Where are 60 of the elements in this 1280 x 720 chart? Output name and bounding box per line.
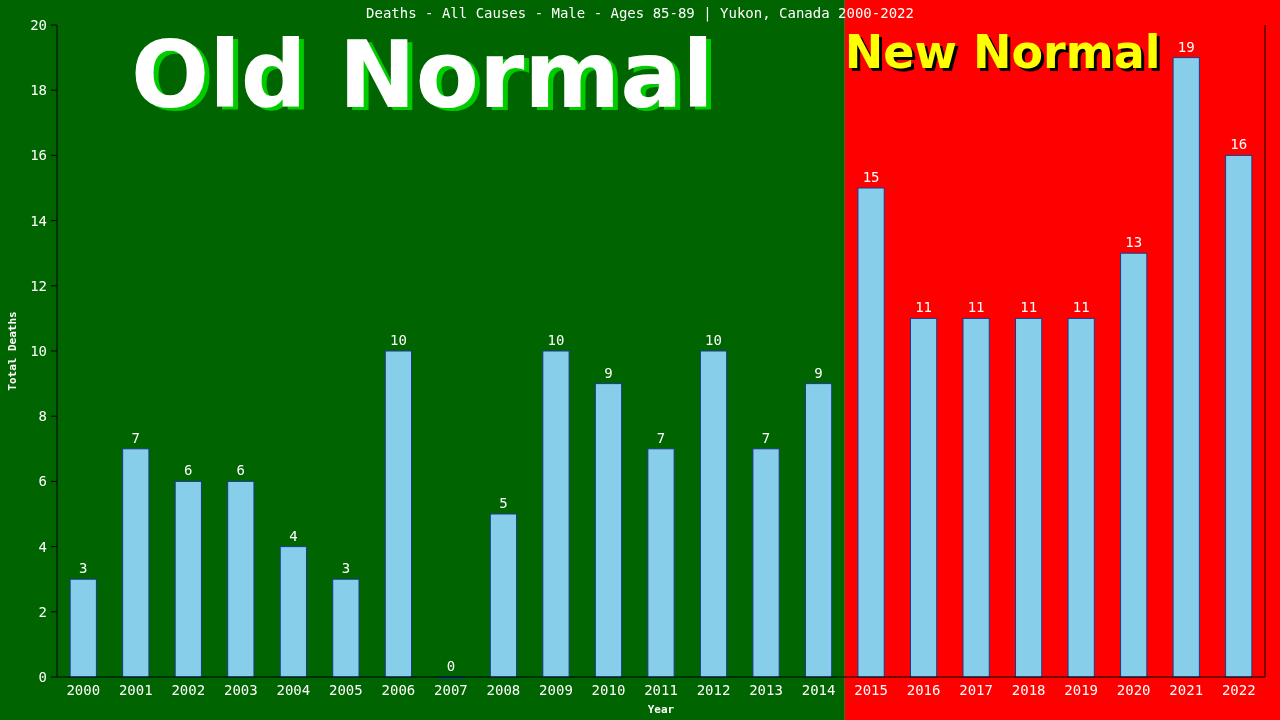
band-label: New Normal (844, 25, 1161, 79)
x-tick-label: 2000 (66, 682, 101, 698)
x-tick-label: 2017 (959, 682, 993, 698)
y-tick-label: 2 (38, 603, 47, 620)
x-tick-label: 2006 (381, 682, 416, 698)
x-tick-label: 2015 (854, 682, 888, 698)
data-label: 0 (446, 658, 456, 674)
y-axis-title: Total Deaths (6, 311, 19, 391)
x-tick-label: 2007 (434, 682, 468, 698)
data-label: 6 (184, 462, 193, 479)
data-label: 7 (656, 429, 666, 446)
data-label: 10 (705, 332, 722, 348)
data-label: 11 (915, 299, 933, 316)
y-tick-label: 12 (30, 277, 47, 294)
y-tick-label: 14 (30, 212, 47, 229)
data-label: 11 (967, 299, 985, 316)
x-tick-label: 2011 (644, 682, 678, 698)
data-label: 9 (814, 364, 823, 381)
y-tick-label: 8 (38, 408, 47, 425)
x-tick-label: 2020 (1116, 682, 1151, 698)
x-tick-label: 2003 (223, 682, 258, 698)
data-label: 6 (236, 462, 246, 479)
data-label: 11 (1072, 299, 1090, 316)
x-tick-label: 2012 (696, 682, 731, 698)
data-label: 15 (862, 169, 880, 185)
data-label: 10 (547, 332, 565, 348)
y-tick-label: 0 (38, 668, 47, 685)
x-tick-label: 2001 (118, 682, 153, 698)
data-label: 11 (1020, 299, 1038, 316)
data-label: 10 (389, 332, 407, 348)
x-tick-label: 2009 (539, 682, 573, 698)
data-label: 7 (131, 429, 140, 446)
x-tick-label: 2008 (486, 682, 521, 698)
data-label: 3 (341, 560, 351, 577)
x-tick-label: 2019 (1064, 682, 1099, 698)
x-tick-label: 2002 (171, 682, 206, 698)
x-tick-label: 2022 (1221, 682, 1256, 698)
data-label: 19 (1177, 38, 1195, 55)
y-tick-label: 4 (38, 538, 47, 555)
x-tick-label: 2021 (1169, 682, 1204, 698)
y-tick-label: 20 (30, 16, 47, 33)
data-label: 5 (499, 495, 508, 511)
data-label: 16 (1230, 136, 1248, 153)
x-axis-title: Year (647, 703, 675, 716)
data-label: 4 (289, 527, 298, 544)
x-tick-label: 2013 (749, 682, 783, 698)
data-label: 13 (1125, 234, 1143, 251)
data-label: 3 (79, 560, 88, 577)
y-tick-label: 16 (30, 147, 47, 164)
x-tick-label: 2014 (801, 682, 836, 698)
y-tick-label: 18 (30, 82, 47, 99)
x-tick-label: 2016 (906, 682, 941, 698)
y-tick-label: 10 (30, 342, 47, 359)
data-label: 7 (761, 429, 771, 446)
x-tick-label: 2018 (1011, 682, 1046, 698)
x-tick-label: 2004 (276, 682, 311, 698)
data-label: 9 (604, 364, 613, 381)
x-tick-label: 2010 (591, 682, 626, 698)
x-tick-label: 2005 (329, 682, 363, 698)
y-tick-label: 6 (38, 473, 47, 490)
